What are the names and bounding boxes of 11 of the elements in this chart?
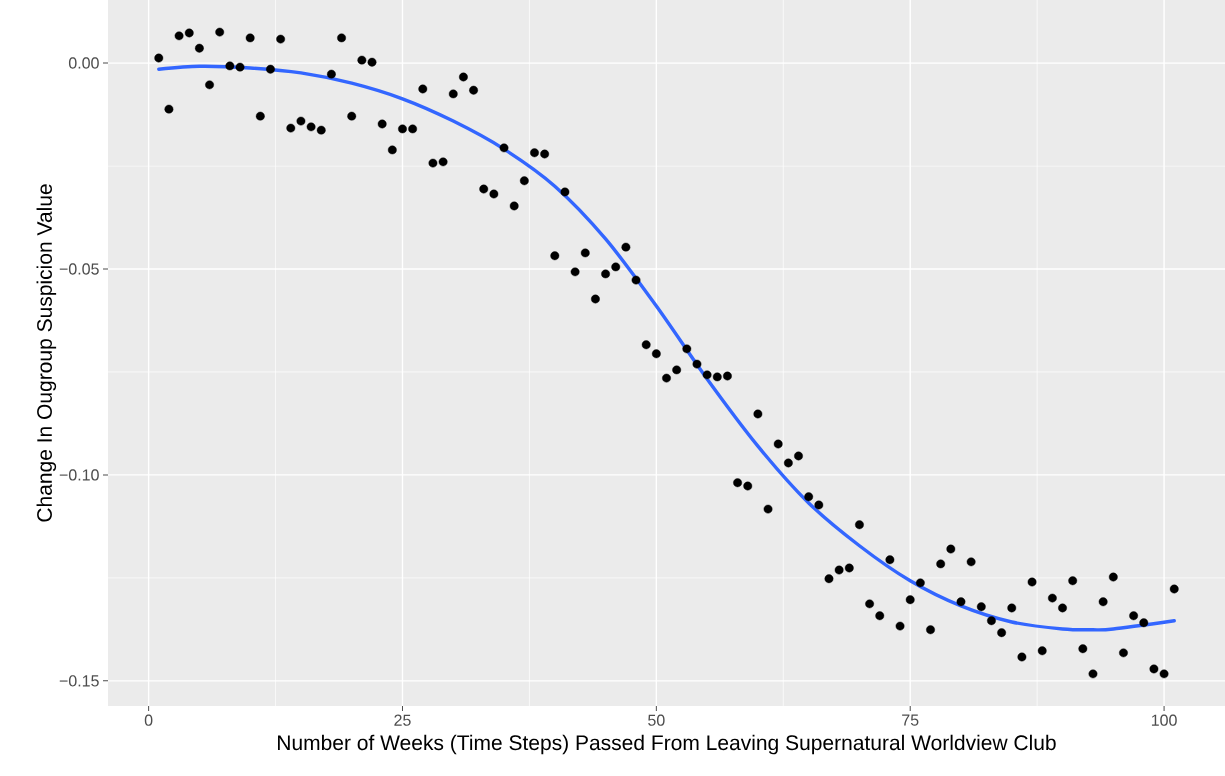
y-tick-label: 0.00 (68, 57, 99, 69)
x-axis-title: Number of Weeks (Time Steps) Passed From Leaving Supernatural Worldview Club (278, 734, 1056, 755)
y-tick-label: −0.05 (59, 263, 99, 275)
x-tick-label: 25 (394, 714, 411, 726)
x-tick-label: 75 (902, 714, 919, 726)
y-tick-label: −0.15 (59, 675, 99, 687)
y-tick-label: −0.10 (59, 469, 99, 481)
x-tick-label: 50 (648, 714, 665, 726)
x-tick-label: 100 (1151, 714, 1177, 726)
x-tick-label: 0 (144, 714, 153, 726)
y-axis-title: Change In Ougroup Suspicion Value (36, 184, 57, 522)
